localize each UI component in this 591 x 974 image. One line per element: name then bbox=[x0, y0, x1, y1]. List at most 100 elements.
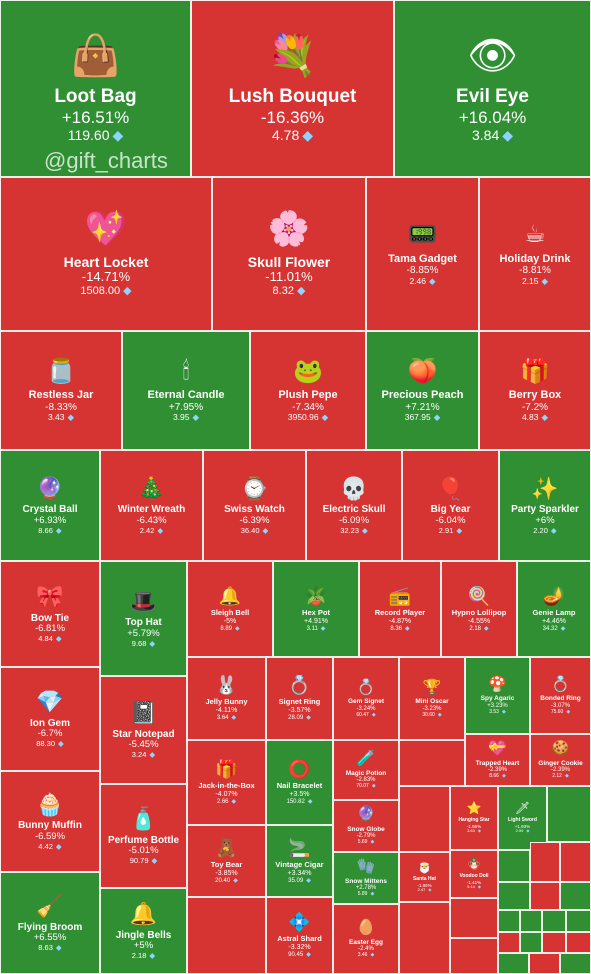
tile-small-17[interactable] bbox=[566, 910, 591, 932]
tile-ion-gem[interactable]: 💎 Ion Gem -6.7% 88.30 ◆ bbox=[0, 667, 100, 771]
tile-small-1[interactable] bbox=[187, 897, 266, 974]
tile-small-20[interactable] bbox=[542, 932, 566, 953]
tile-small-16[interactable] bbox=[542, 910, 566, 932]
tile-flying-broom[interactable]: 🧹 Flying Broom +6.55% 8.63 ◆ bbox=[0, 872, 100, 974]
tile-jack-in-the-box[interactable]: 🎁 Jack-in-the-Box -4.07% 2.66 ◆ bbox=[187, 740, 266, 825]
tile-crystal-ball[interactable]: 🔮 Crystal Ball +6.93% 8.66 ◆ bbox=[0, 450, 100, 561]
tile-hypno-lollipop[interactable]: 🍭 Hypno Lollipop -4.55% 2.18 ◆ bbox=[441, 561, 517, 657]
tile-small-13[interactable] bbox=[560, 882, 591, 910]
tile-toy-bear[interactable]: 🧸 Toy Bear -3.85% 20.40 ◆ bbox=[187, 825, 266, 897]
tile-winter-wreath[interactable]: 🎄 Winter Wreath -6.43% 2.42 ◆ bbox=[100, 450, 203, 561]
tile-price: 75.60 bbox=[550, 708, 564, 715]
tile-change: +1.93% bbox=[514, 823, 531, 829]
tile-tama-gadget[interactable]: 📟 Tama Gadget -8.85% 2.46 ◆ bbox=[366, 177, 479, 331]
tile-signet-ring[interactable]: 💍 Signet Ring -3.57% 28.09 ◆ bbox=[266, 657, 333, 740]
diamond-icon: ◆ bbox=[58, 739, 64, 749]
tile-star-notepad[interactable]: 📓 Star Notepad -5.45% 3.24 ◆ bbox=[100, 676, 187, 784]
tile-skull-flower[interactable]: 🌸 Skull Flower -11.01% 8.32 ◆ bbox=[212, 177, 366, 331]
tile-small-14[interactable] bbox=[498, 910, 520, 932]
bonded-ring-icon: 💍 bbox=[551, 675, 570, 693]
tile-vintage-cigar[interactable]: 🚬 Vintage Cigar +3.34% 35.09 ◆ bbox=[266, 825, 333, 897]
tile-top-hat[interactable]: 🎩 Top Hat +5.79% 9.68 ◆ bbox=[100, 561, 187, 676]
tile-change: -3.23% bbox=[422, 705, 442, 712]
tile-small-12[interactable] bbox=[530, 882, 560, 910]
electric-skull-icon: 💀 bbox=[340, 475, 368, 501]
tile-small-8[interactable] bbox=[530, 842, 560, 882]
tile-light-sword[interactable]: 🗡 Light Sword +1.93% 2.59 ◆ bbox=[498, 786, 547, 850]
diamond-icon: ◆ bbox=[428, 886, 432, 892]
tile-small-19[interactable] bbox=[520, 932, 542, 953]
tile-price: 2.42 bbox=[139, 525, 155, 535]
tile-astral-shard[interactable]: 💠 Astral Shard -3.32% 90.45 ◆ bbox=[266, 897, 333, 974]
tile-loot-bag[interactable]: 👜 Loot Bag +16.51% 119.60 ◆ bbox=[0, 0, 191, 177]
tile-trapped-heart[interactable]: 💝 Trapped Heart -2.39% 8.66 ◆ bbox=[465, 734, 530, 786]
tile-swiss-watch[interactable]: ⌚ Swiss Watch -6.39% 36.40 ◆ bbox=[203, 450, 306, 561]
tile-small-11[interactable] bbox=[498, 882, 530, 910]
tile-gem-signet[interactable]: 💍 Gem Signet -3.24% 60.47 ◆ bbox=[333, 657, 399, 740]
tile-small-10[interactable] bbox=[450, 938, 498, 974]
tile-price: 5.89 bbox=[357, 891, 368, 898]
tile-snow-globe[interactable]: 🔮 Snow Globe -2.79% 5.69 ◆ bbox=[333, 800, 399, 852]
tile-price-row: 2.15 ◆ bbox=[522, 276, 548, 287]
tile-restless-jar[interactable]: 🫙 Restless Jar -8.33% 3.43 ◆ bbox=[0, 331, 122, 450]
tile-name: Hanging Star bbox=[458, 817, 490, 824]
tile-small-23[interactable] bbox=[529, 953, 560, 974]
tile-evil-eye[interactable]: 👁 Evil Eye +16.04% 3.84 ◆ bbox=[394, 0, 591, 177]
tile-hanging-star[interactable]: ⭐ Hanging Star -1.96% 3.63 ◆ bbox=[450, 786, 498, 850]
tile-sleigh-bell[interactable]: 🔔 Sleigh Bell -5% 8.89 ◆ bbox=[187, 561, 273, 657]
tile-name: Spy Agaric bbox=[480, 695, 515, 703]
tile-price: 8.36 bbox=[390, 625, 403, 632]
tile-price: 9.68 bbox=[131, 638, 147, 648]
tile-jingle-bells[interactable]: 🔔 Jingle Bells +5% 2.18 ◆ bbox=[100, 888, 187, 974]
tile-bow-tie[interactable]: 🎀 Bow Tie -6.81% 4.84 ◆ bbox=[0, 561, 100, 667]
tile-magic-potion[interactable]: 🧪 Magic Potion -2.83% 70.07 ◆ bbox=[333, 740, 399, 800]
top-hat-icon: 🎩 bbox=[129, 588, 158, 614]
diamond-icon: ◆ bbox=[123, 285, 132, 298]
tile-perfume-bottle[interactable]: 🧴 Perfume Bottle -5.01% 90.79 ◆ bbox=[100, 784, 187, 888]
diamond-icon: ◆ bbox=[477, 883, 481, 889]
tile-small-24[interactable] bbox=[560, 953, 591, 974]
mini-oscar-icon: 🏆 bbox=[422, 678, 442, 696]
tile-ginger-cookie[interactable]: 🍪 Ginger Cookie -2.39% 2.12 ◆ bbox=[530, 734, 591, 786]
tile-genie-lamp[interactable]: 🪔 Genie Lamp +4.46% 34.32 ◆ bbox=[517, 561, 591, 657]
tile-jelly-bunny[interactable]: 🐰 Jelly Bunny -4.11% 3.64 ◆ bbox=[187, 657, 266, 740]
tile-nail-bracelet[interactable]: ⭕ Nail Bracelet +3.5% 150.82 ◆ bbox=[266, 740, 333, 825]
tile-small-18[interactable] bbox=[498, 932, 520, 953]
tile-lush-bouquet[interactable]: 💐 Lush Bouquet -16.36% 4.78 ◆ bbox=[191, 0, 394, 177]
tile-snow-mittens[interactable]: 🧤 Snow Mittens +2.78% 5.89 ◆ bbox=[333, 852, 399, 904]
tile-small-22[interactable] bbox=[498, 953, 529, 974]
tile-small-15[interactable] bbox=[520, 910, 542, 932]
tile-santa-hat[interactable]: 🎅 Santa Hat -1.86% 2.47 ◆ bbox=[399, 852, 450, 902]
tile-small-7[interactable] bbox=[498, 850, 530, 882]
tile-spy-agaric[interactable]: 🍄 Spy Agaric +3.23% 3.53 ◆ bbox=[465, 657, 530, 734]
tile-small-5[interactable] bbox=[450, 898, 498, 938]
tile-price-row: 3.53 ◆ bbox=[489, 709, 506, 716]
tile-precious-peach[interactable]: 🍑 Precious Peach +7.21% 367.95 ◆ bbox=[366, 331, 479, 450]
berry-box-icon: 🎁 bbox=[520, 357, 550, 385]
tile-small-3[interactable] bbox=[399, 786, 450, 852]
tile-berry-box[interactable]: 🎁 Berry Box -7.2% 4.83 ◆ bbox=[479, 331, 591, 450]
tile-bunny-muffin[interactable]: 🧁 Bunny Muffin -6.59% 4.42 ◆ bbox=[0, 771, 100, 872]
tile-holiday-drink[interactable]: ☕ Holiday Drink -8.81% 2.15 ◆ bbox=[479, 177, 591, 331]
diamond-icon: ◆ bbox=[149, 951, 156, 961]
tile-small-21[interactable] bbox=[566, 932, 591, 953]
tile-plush-pepe[interactable]: 🐸 Plush Pepe -7.34% 3950.96 ◆ bbox=[250, 331, 366, 450]
tile-small-9[interactable] bbox=[560, 842, 591, 882]
tile-bonded-ring[interactable]: 💍 Bonded Ring -3.07% 75.60 ◆ bbox=[530, 657, 591, 734]
tile-small-6[interactable] bbox=[547, 786, 591, 842]
tile-heart-locket[interactable]: 💖 Heart Locket -14.71% 1508.00 ◆ bbox=[0, 177, 212, 331]
tile-price-row: 3.63 ◆ bbox=[467, 828, 481, 834]
tile-party-sparkler[interactable]: ✨ Party Sparkler +6% 2.20 ◆ bbox=[499, 450, 591, 561]
tile-small-2[interactable] bbox=[399, 740, 465, 786]
tile-small-4[interactable] bbox=[399, 902, 450, 974]
tile-big-year[interactable]: 🎈 Big Year -6.04% 2.91 ◆ bbox=[402, 450, 499, 561]
tile-easter-egg[interactable]: 🥚 Easter Egg -2.4% 3.46 ◆ bbox=[333, 904, 399, 974]
diamond-icon: ◆ bbox=[306, 715, 311, 722]
diamond-icon: ◆ bbox=[370, 952, 375, 959]
tile-hex-pot[interactable]: 🪴 Hex Pot +4.91% 3.11 ◆ bbox=[273, 561, 359, 657]
tile-mini-oscar[interactable]: 🏆 Mini Oscar -3.23% 30.60 ◆ bbox=[399, 657, 465, 740]
tile-electric-skull[interactable]: 💀 Electric Skull -6.09% 32.23 ◆ bbox=[306, 450, 402, 561]
tile-voodoo-doll[interactable]: 🪆 Voodoo Doll -1.41% 9.14 ◆ bbox=[450, 850, 498, 898]
tile-record-player[interactable]: 📻 Record Player -4.87% 8.36 ◆ bbox=[359, 561, 441, 657]
tile-eternal-candle[interactable]: 🕯 Eternal Candle +7.95% 3.95 ◆ bbox=[122, 331, 250, 450]
